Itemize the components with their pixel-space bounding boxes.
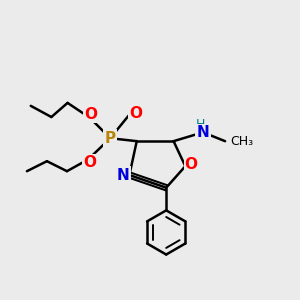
Text: N: N xyxy=(196,125,209,140)
Text: P: P xyxy=(105,131,116,146)
Text: O: O xyxy=(185,157,198,172)
Text: N: N xyxy=(116,167,129,182)
Text: O: O xyxy=(129,106,142,121)
Text: O: O xyxy=(85,107,98,122)
Text: O: O xyxy=(83,155,96,170)
Text: H: H xyxy=(196,118,205,130)
Text: CH₃: CH₃ xyxy=(230,135,254,148)
